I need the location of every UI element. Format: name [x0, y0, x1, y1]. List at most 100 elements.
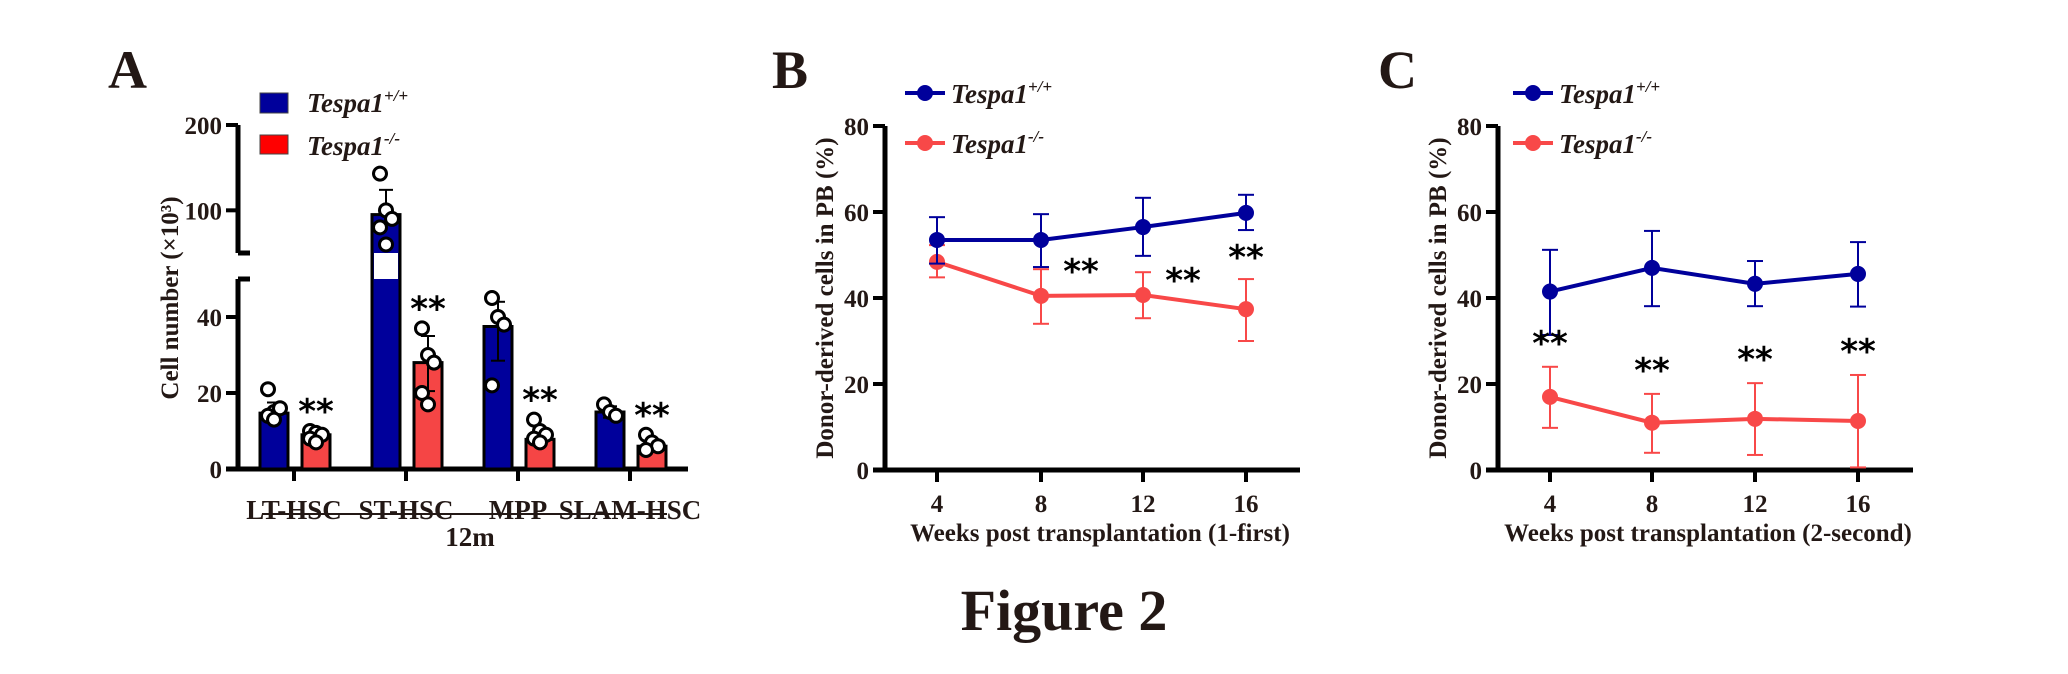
y-tick-label: 20 [844, 372, 869, 399]
data-point [414, 320, 430, 337]
y-tick-label: 80 [844, 114, 869, 141]
data-point [484, 377, 500, 394]
x-group-label: 12m [445, 522, 495, 552]
legend-label-wt: Tespa1+/+ [307, 86, 408, 118]
legend-label-ko-superscript: -/- [1028, 127, 1044, 146]
significance-marker: ** [1532, 324, 1568, 364]
y-axis-title: Donor-derived cells in PB (%) [812, 137, 839, 458]
legend-label-ko: Tespa1-/- [1559, 127, 1652, 159]
legend-label-wt-base: Tespa1 [951, 79, 1028, 109]
significance-marker: ** [1840, 332, 1876, 372]
data-point [426, 354, 442, 371]
y-tick-label: 80 [1457, 114, 1482, 141]
series-line-wt [1549, 265, 1859, 294]
y-tick-label: 200 [185, 113, 223, 140]
x-tick-label: 12 [1131, 491, 1156, 518]
panel-label-a: A [108, 40, 147, 100]
legend-label-wt-base: Tespa1 [1559, 79, 1636, 109]
y-tick-label: 40 [197, 305, 222, 332]
data-point-wt [929, 231, 945, 248]
data-point-ko [1238, 301, 1254, 318]
legend-label-ko-base: Tespa1 [1559, 129, 1636, 159]
y-axis-title: Cell number (×10³) [157, 196, 184, 399]
data-point-ko [1033, 287, 1049, 304]
data-point [608, 407, 624, 424]
significance-marker: ** [1228, 238, 1264, 278]
y-axis-title: Donor-derived cells in PB (%) [1425, 137, 1452, 458]
x-category-label: MPP [489, 495, 547, 525]
y-tick-label: 0 [210, 457, 223, 484]
x-tick-label: 4 [931, 491, 944, 518]
legend-label-ko-superscript: -/- [384, 129, 400, 148]
x-category-label: SLAM-HSC [559, 495, 702, 525]
x-axis-title: Weeks post transplantation (1-first) [910, 520, 1290, 547]
x-tick-label: 16 [1846, 491, 1871, 518]
legend-label-wt-superscript: +/+ [384, 86, 408, 105]
data-point-ko [1850, 412, 1866, 429]
x-tick-label: 16 [1234, 491, 1259, 518]
x-axis-title: Weeks post transplantation (2-second) [1504, 520, 1912, 547]
series-line-ko [1549, 394, 1859, 425]
data-point-wt [1747, 275, 1763, 292]
significance-marker: ** [522, 381, 558, 421]
legend-label-ko-superscript: -/- [1636, 127, 1652, 146]
x-tick-label: 12 [1743, 491, 1768, 518]
data-point [484, 290, 500, 306]
significance-marker: ** [410, 289, 446, 329]
legend-swatch-ko [259, 134, 289, 155]
x-category-label: ST-HSC [358, 495, 453, 525]
panel-a-bar-chart: 0 20 40 100 200 Cell number (×10³) LT-HSC ** ST-… [157, 86, 701, 552]
legend-marker-wt [1525, 85, 1541, 101]
legend-label-ko-base: Tespa1 [951, 129, 1028, 159]
x-tick-label: 8 [1035, 491, 1048, 518]
data-point [378, 236, 394, 253]
x-category-label: LT-HSC [246, 495, 342, 525]
data-point [420, 396, 436, 413]
data-point [638, 442, 654, 458]
panel-label-b: B [772, 40, 808, 100]
data-point [532, 434, 548, 451]
data-point-wt [1238, 204, 1254, 221]
bar-wt [370, 213, 402, 471]
data-point-ko [1644, 414, 1660, 431]
y-tick-label: 60 [1457, 200, 1482, 227]
significance-marker: ** [298, 392, 334, 432]
data-point [372, 165, 388, 182]
y-tick-label: 40 [844, 286, 869, 313]
panel-label-c: C [1378, 40, 1417, 100]
data-point-ko [1747, 410, 1763, 427]
legend-swatch-wt [259, 92, 289, 114]
data-point-wt [1542, 283, 1558, 300]
legend-label-wt-superscript: +/+ [1636, 77, 1660, 96]
series-line-wt [937, 210, 1247, 242]
significance-marker: ** [1634, 351, 1670, 391]
legend-marker-ko [1525, 135, 1541, 151]
figure-title: Figure 2 [961, 578, 1168, 643]
data-point [372, 219, 388, 236]
data-point-ko [1542, 388, 1558, 405]
legend-label-wt-superscript: +/+ [1028, 77, 1052, 96]
bar-axis-break-gap [374, 253, 398, 279]
y-tick-label: 40 [1457, 286, 1482, 313]
legend-label-wt-base: Tespa1 [307, 88, 384, 118]
legend-label-wt: Tespa1+/+ [1559, 77, 1660, 109]
legend-marker-ko [917, 135, 933, 151]
data-point-ko [1135, 286, 1151, 303]
data-point-wt [1135, 219, 1151, 236]
data-point-wt [1850, 265, 1866, 282]
y-tick-label: 0 [857, 458, 870, 485]
y-tick-label: 20 [197, 381, 222, 408]
significance-marker: ** [1737, 340, 1773, 380]
series-line-ko [936, 259, 1247, 312]
data-point-wt [1644, 259, 1660, 276]
significance-marker: ** [634, 396, 670, 436]
significance-marker: ** [1063, 252, 1099, 292]
x-tick-label: 8 [1646, 491, 1659, 518]
data-point [384, 210, 400, 227]
data-point [496, 316, 512, 333]
data-point [266, 411, 282, 428]
legend-label-ko: Tespa1-/- [307, 129, 400, 161]
y-tick-label: 60 [844, 200, 869, 227]
